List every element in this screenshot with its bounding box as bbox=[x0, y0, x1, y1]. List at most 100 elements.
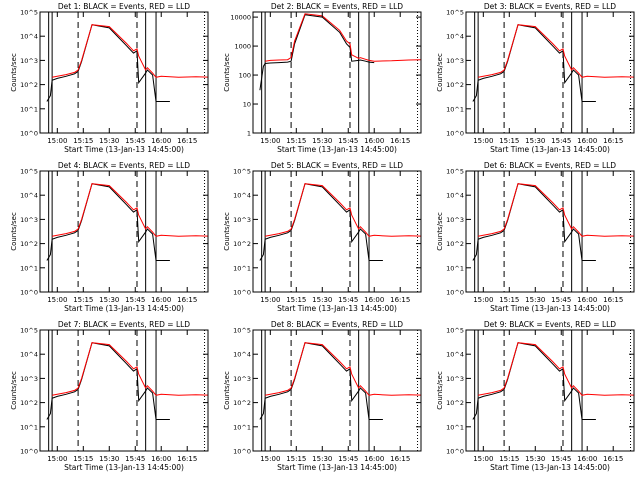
x-tick-label: 16:15 bbox=[603, 137, 623, 145]
y-tick-label: 100 bbox=[239, 72, 251, 80]
x-tick-label: 15:45 bbox=[125, 455, 145, 463]
y-tick-label: 10^5 bbox=[233, 168, 251, 176]
series-line-events bbox=[46, 183, 170, 261]
y-tick-label: 10^0 bbox=[446, 130, 464, 138]
x-tick-label: 16:00 bbox=[151, 455, 171, 463]
x-tick-label: 15:15 bbox=[286, 137, 306, 145]
plot-frame bbox=[252, 11, 422, 134]
y-tick-label: 10^4 bbox=[20, 33, 38, 41]
series-line-events bbox=[259, 183, 383, 261]
y-axis-label: Counts/sec bbox=[223, 371, 231, 410]
x-tick-label: 15:45 bbox=[125, 296, 145, 304]
y-tick-label: 10^1 bbox=[20, 264, 38, 272]
y-axis-label: Counts/sec bbox=[10, 53, 18, 92]
x-tick-label: 15:15 bbox=[499, 296, 519, 304]
x-tick-label: 15:00 bbox=[260, 296, 280, 304]
x-axis-label: Start Time (13-Jan-13 14:45:00) bbox=[277, 145, 397, 154]
x-axis-label: Start Time (13-Jan-13 14:45:00) bbox=[64, 304, 184, 313]
x-axis-label: Start Time (13-Jan-13 14:45:00) bbox=[490, 463, 610, 472]
x-tick-label: 15:30 bbox=[312, 137, 332, 145]
x-axis-label: Start Time (13-Jan-13 14:45:00) bbox=[490, 145, 610, 154]
x-tick-label: 16:15 bbox=[390, 296, 410, 304]
series-line-events bbox=[472, 183, 596, 261]
panel-title: Det 7: BLACK = Events, RED = LLD bbox=[58, 320, 190, 329]
x-tick-label: 15:00 bbox=[260, 137, 280, 145]
y-tick-label: 10^3 bbox=[233, 375, 251, 383]
y-tick-label: 10^3 bbox=[20, 216, 38, 224]
x-tick-label: 15:30 bbox=[99, 137, 119, 145]
x-tick-label: 15:45 bbox=[551, 296, 571, 304]
y-tick-label: 10^0 bbox=[446, 289, 464, 297]
y-tick-label: 10 bbox=[243, 101, 251, 109]
detector-panel: Det 4: BLACK = Events, RED = LLD 15:00 15:… bbox=[10, 161, 209, 313]
x-tick-label: 15:30 bbox=[312, 455, 332, 463]
x-axis-label: Start Time (13-Jan-13 14:45:00) bbox=[277, 463, 397, 472]
y-tick-label: 10^3 bbox=[20, 57, 38, 65]
y-tick-label: 10^4 bbox=[20, 351, 38, 359]
plot-frame bbox=[39, 170, 209, 293]
y-axis-label: Counts/sec bbox=[436, 212, 444, 251]
x-tick-label: 15:45 bbox=[338, 455, 358, 463]
y-tick-label: 10^3 bbox=[446, 216, 464, 224]
y-axis-label: Counts/sec bbox=[223, 53, 231, 92]
detector-panel: Det 9: BLACK = Events, RED = LLD 15:00 15:… bbox=[436, 320, 635, 472]
y-tick-label: 10^5 bbox=[20, 168, 38, 176]
series-line-events bbox=[259, 342, 383, 420]
y-tick-label: 10^5 bbox=[446, 9, 464, 17]
x-tick-label: 15:30 bbox=[525, 296, 545, 304]
x-tick-label: 16:15 bbox=[390, 455, 410, 463]
plot-frame bbox=[39, 11, 209, 134]
x-tick-label: 15:30 bbox=[99, 296, 119, 304]
x-tick-label: 15:00 bbox=[473, 137, 493, 145]
y-axis-label: Counts/sec bbox=[223, 212, 231, 251]
x-tick-label: 15:00 bbox=[47, 296, 67, 304]
panel-title: Det 9: BLACK = Events, RED = LLD bbox=[484, 320, 616, 329]
x-tick-label: 16:00 bbox=[577, 137, 597, 145]
y-tick-label: 10^1 bbox=[446, 423, 464, 431]
y-tick-label: 10^5 bbox=[20, 327, 38, 335]
plot-frame bbox=[39, 329, 209, 452]
detector-panel: Det 5: BLACK = Events, RED = LLD 15:00 15:… bbox=[223, 161, 422, 313]
plot-frame bbox=[252, 170, 422, 293]
panel-title: Det 2: BLACK = Events, RED = LLD bbox=[271, 2, 403, 11]
y-tick-label: 10^5 bbox=[20, 9, 38, 17]
series-line-events bbox=[472, 24, 596, 102]
x-tick-label: 15:30 bbox=[99, 455, 119, 463]
y-tick-label: 10^4 bbox=[20, 192, 38, 200]
x-tick-label: 15:00 bbox=[473, 455, 493, 463]
y-tick-label: 10^3 bbox=[20, 375, 38, 383]
x-tick-label: 16:15 bbox=[177, 455, 197, 463]
x-tick-label: 15:45 bbox=[338, 296, 358, 304]
x-tick-label: 15:15 bbox=[73, 296, 93, 304]
plot-frame bbox=[465, 329, 635, 452]
x-tick-label: 15:15 bbox=[73, 455, 93, 463]
detector-panel: Det 1: BLACK = Events, RED = LLD 15:00 15:… bbox=[10, 2, 209, 154]
x-tick-label: 15:00 bbox=[260, 455, 280, 463]
plot-frame bbox=[465, 11, 635, 134]
panel-title: Det 6: BLACK = Events, RED = LLD bbox=[484, 161, 616, 170]
y-tick-label: 10^1 bbox=[233, 264, 251, 272]
series-line-events bbox=[46, 24, 170, 102]
x-tick-label: 15:30 bbox=[525, 455, 545, 463]
x-tick-label: 15:15 bbox=[286, 296, 306, 304]
series-line-lld bbox=[52, 183, 208, 237]
series-line-lld bbox=[265, 183, 421, 237]
y-axis-label: Counts/sec bbox=[436, 53, 444, 92]
x-tick-label: 15:45 bbox=[551, 455, 571, 463]
x-tick-label: 16:15 bbox=[603, 296, 623, 304]
x-tick-label: 16:15 bbox=[177, 296, 197, 304]
x-tick-label: 15:45 bbox=[338, 137, 358, 145]
plot-frame bbox=[465, 170, 635, 293]
x-tick-label: 16:00 bbox=[151, 296, 171, 304]
detector-panel: Det 7: BLACK = Events, RED = LLD 15:00 15:… bbox=[10, 320, 209, 472]
y-axis-label: Counts/sec bbox=[436, 371, 444, 410]
y-tick-label: 1000 bbox=[234, 43, 251, 51]
y-tick-label: 10^1 bbox=[446, 105, 464, 113]
series-line-lld bbox=[478, 24, 634, 78]
series-line-events bbox=[472, 342, 596, 420]
series-line-lld bbox=[478, 342, 634, 396]
y-tick-label: 10^0 bbox=[446, 448, 464, 456]
x-tick-label: 16:15 bbox=[390, 137, 410, 145]
x-tick-label: 15:00 bbox=[47, 455, 67, 463]
y-tick-label: 10^2 bbox=[20, 240, 38, 248]
